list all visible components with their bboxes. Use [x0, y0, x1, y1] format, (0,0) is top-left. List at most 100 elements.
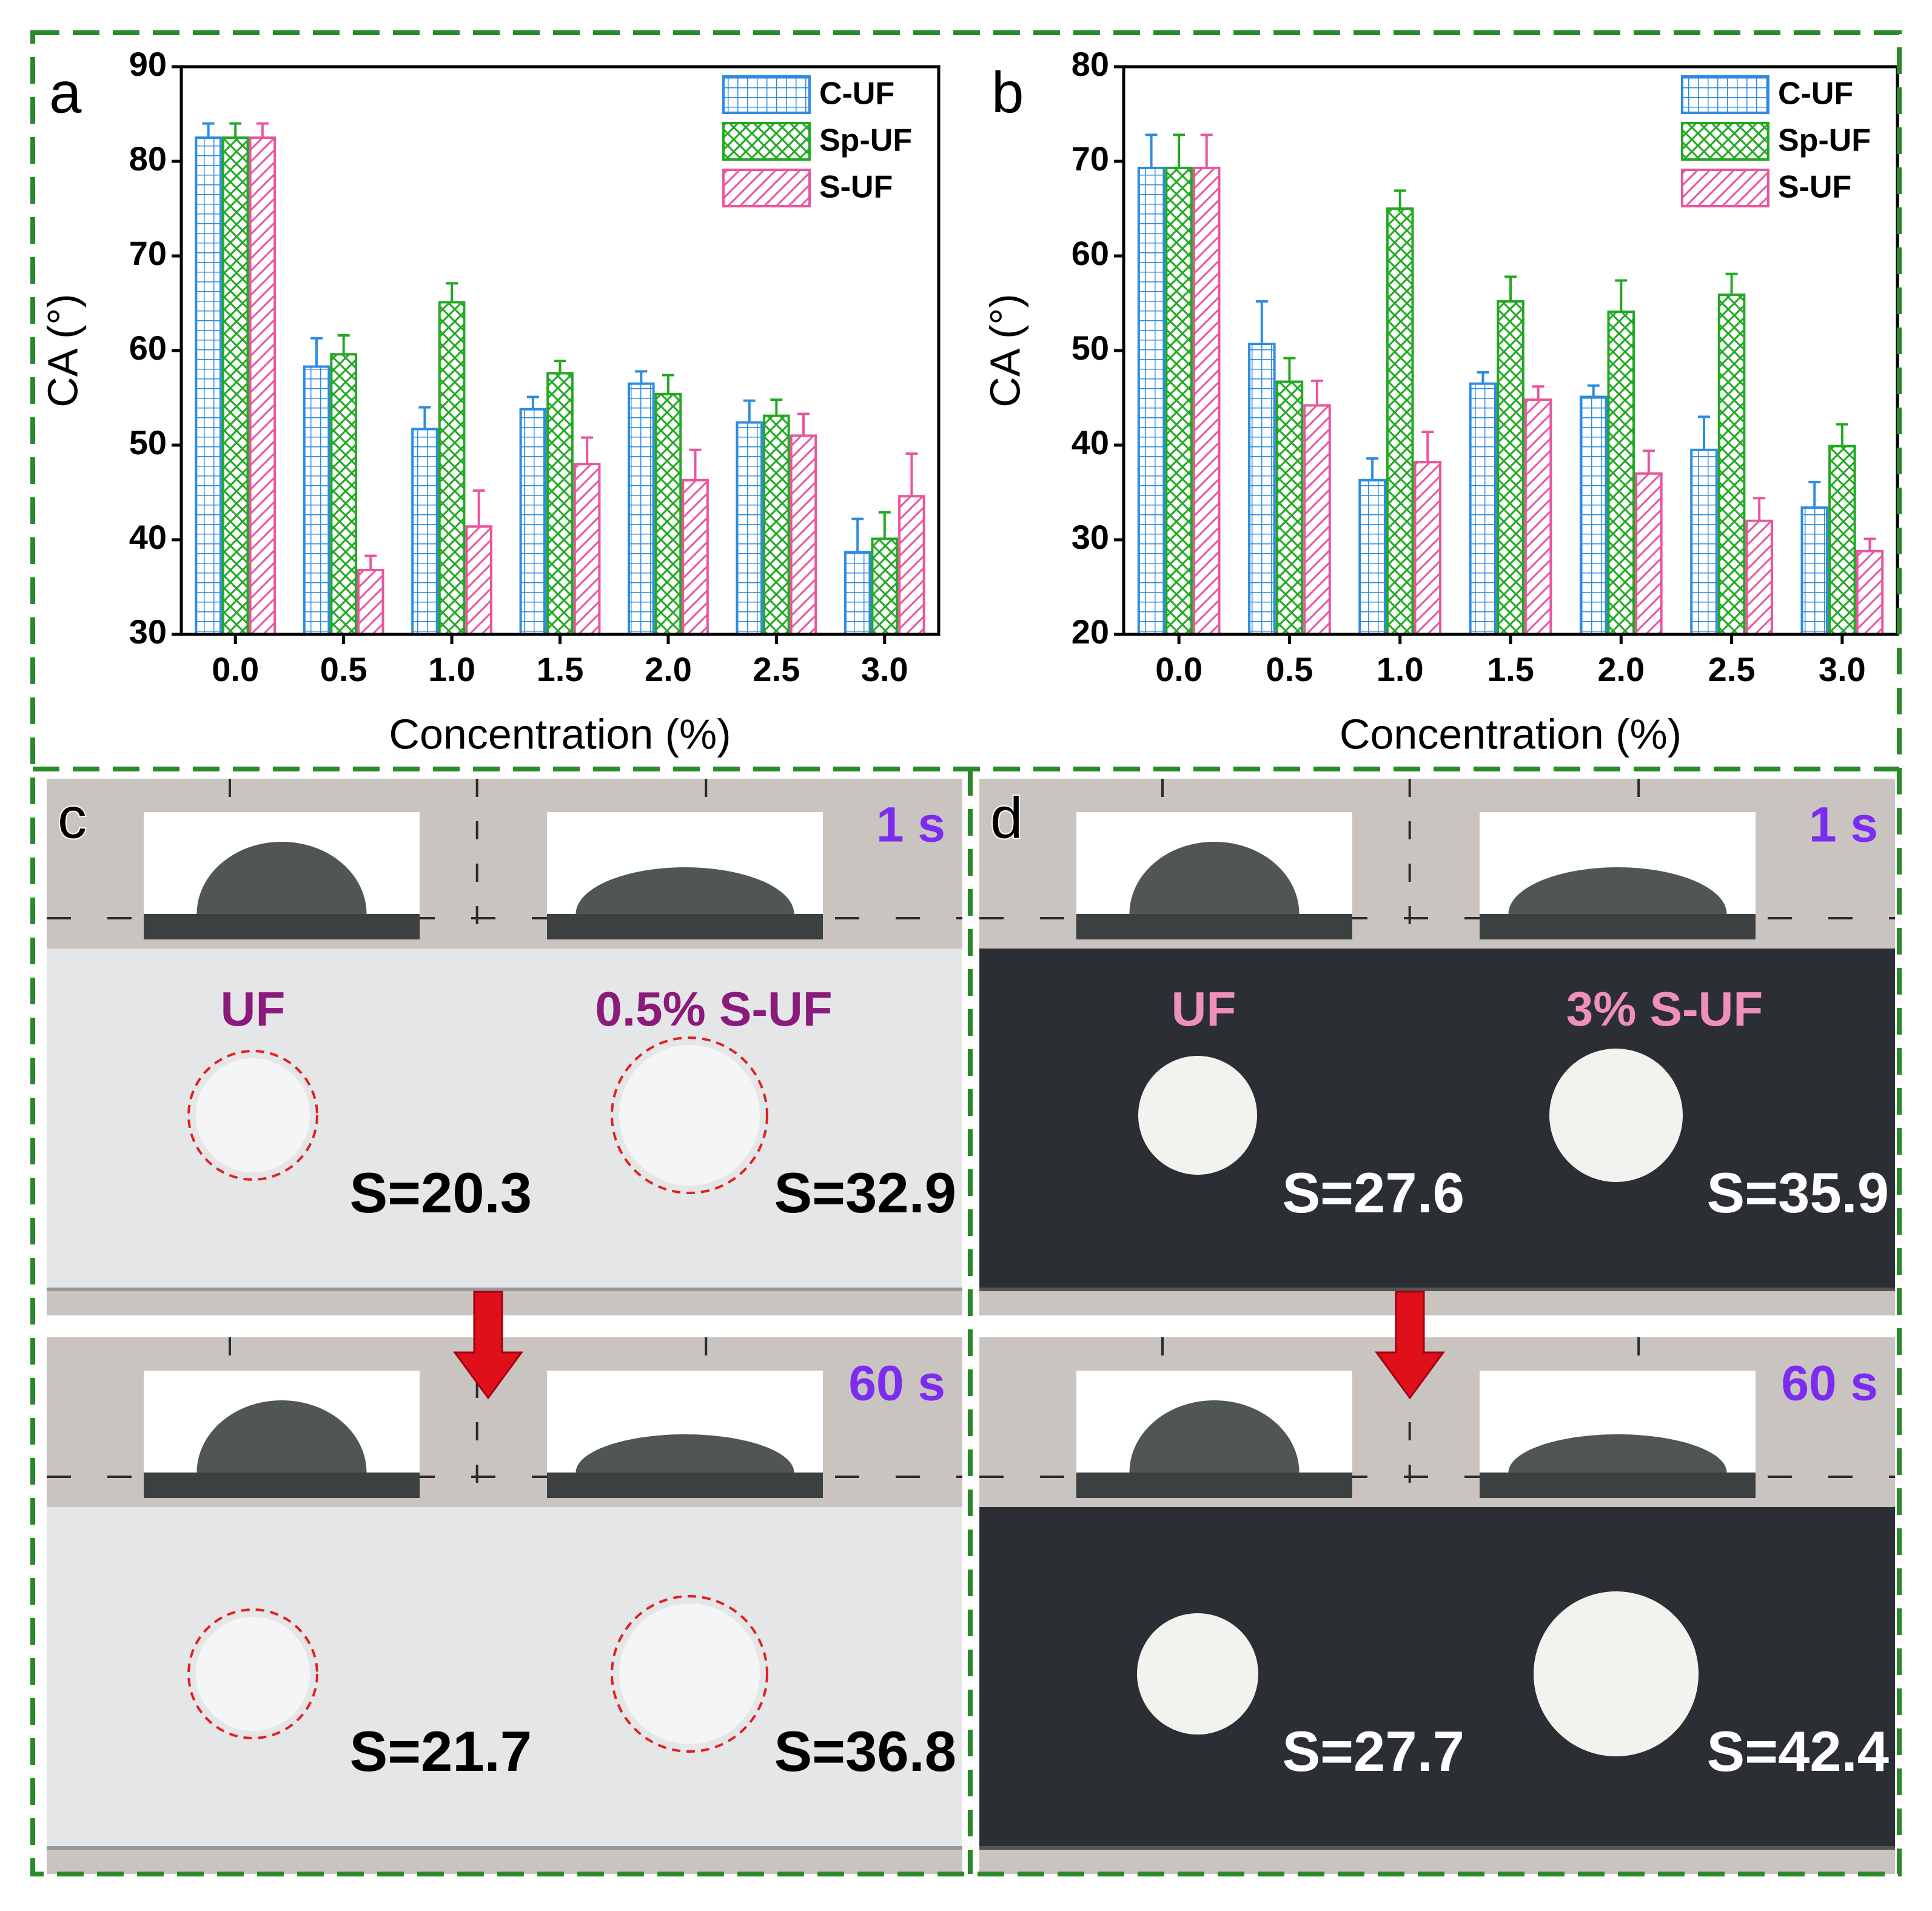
error-bar	[581, 436, 594, 465]
area-label: S=35.9	[1706, 1161, 1889, 1224]
bar	[573, 463, 601, 636]
inset-substrate	[547, 914, 823, 939]
bar	[465, 525, 492, 636]
bar	[628, 382, 655, 636]
inset-drop	[196, 842, 367, 914]
error-bar	[310, 337, 323, 367]
error-bar	[1366, 457, 1379, 480]
bar	[1717, 293, 1746, 636]
error-bar	[202, 122, 215, 138]
bar	[654, 392, 682, 636]
y-tick-label: 30	[1072, 518, 1109, 556]
y-tick-label: 50	[1072, 329, 1109, 367]
water-drop	[1534, 1591, 1699, 1756]
error-bar	[635, 370, 648, 384]
legend-label: Sp-UF	[1778, 123, 1871, 158]
inset-substrate	[144, 914, 420, 939]
drop-outline	[611, 1595, 768, 1753]
inset-substrate	[1480, 914, 1756, 939]
legend-swatch	[1681, 169, 1769, 207]
chart-panels: a 30 40 50 60 70 80 90 CA (°) Concentration (%) 0.…	[39, 30, 1928, 757]
error-bar	[1311, 379, 1323, 406]
x-tick-label: 0.5	[1266, 650, 1313, 688]
bar	[682, 479, 709, 636]
error-bar	[1836, 423, 1848, 446]
panel-letter: b	[991, 60, 1024, 125]
legend-label: S-UF	[1778, 170, 1851, 205]
error-bar	[1698, 415, 1710, 450]
bar	[1856, 549, 1884, 636]
y-tick-label: 50	[129, 423, 167, 462]
error-bar	[743, 399, 756, 423]
error-bar	[1283, 357, 1296, 382]
bar	[303, 365, 330, 636]
bar	[519, 408, 547, 636]
x-tick-label: 1.0	[1377, 650, 1424, 688]
sample-name: UF	[1172, 982, 1236, 1036]
time-label: 60 s	[1781, 1356, 1878, 1411]
bar	[1524, 398, 1552, 636]
y-axis-title: CA (°)	[981, 294, 1028, 407]
error-bar	[337, 334, 350, 355]
drop-outline	[187, 1050, 318, 1181]
y-tick-label: 40	[1072, 423, 1109, 462]
inset-drop	[575, 867, 794, 914]
area-label: S=32.9	[774, 1161, 956, 1224]
x-axis-title: Concentration (%)	[389, 710, 731, 757]
error-bar	[526, 395, 539, 409]
y-axis-title: CA (°)	[39, 294, 86, 407]
y-tick-label: 80	[129, 139, 167, 178]
x-tick-label: 2.0	[645, 650, 692, 688]
inset-substrate	[144, 1473, 420, 1498]
error-bar	[1725, 272, 1738, 295]
error-bar	[418, 406, 431, 429]
bar	[763, 414, 790, 636]
y-tick-label: 30	[129, 613, 167, 651]
water-drop	[1549, 1049, 1683, 1182]
y-tick-label: 90	[129, 45, 167, 83]
panel-letter: c	[58, 785, 87, 850]
x-tick-label: 0.0	[212, 650, 259, 688]
error-bar	[1753, 497, 1766, 521]
error-bar	[446, 282, 458, 303]
error-bar	[1808, 480, 1821, 508]
inset-drop	[1129, 1400, 1300, 1473]
drop-outline	[187, 1608, 318, 1739]
inset-drop	[196, 1400, 367, 1473]
legend-label: C-UF	[1778, 76, 1853, 112]
error-bar	[364, 554, 377, 570]
bar	[1469, 382, 1497, 636]
water-drop	[196, 1058, 310, 1172]
legend-swatch	[722, 122, 811, 161]
bar	[195, 136, 222, 636]
bar	[1165, 166, 1193, 636]
bar	[844, 551, 871, 636]
area-label: S=36.8	[774, 1719, 956, 1783]
bar	[1828, 445, 1856, 636]
error-bar	[1642, 449, 1655, 474]
error-bar	[554, 360, 566, 374]
inset-drop	[575, 1434, 794, 1473]
legend-label: Sp-UF	[819, 123, 912, 158]
inset-drop	[1508, 867, 1727, 914]
bar	[330, 353, 357, 636]
bar	[790, 434, 817, 636]
inset-drop	[1129, 842, 1300, 914]
area-label: S=27.7	[1282, 1719, 1464, 1783]
error-bar	[1255, 300, 1268, 344]
figure-border	[30, 30, 1902, 1876]
bar	[1800, 506, 1829, 636]
sample-name: 3% S-UF	[1566, 982, 1763, 1036]
panel-letter: a	[49, 60, 82, 125]
error-bar	[229, 122, 242, 138]
error-bar	[1615, 279, 1628, 312]
arrow	[453, 1291, 523, 1400]
legend-swatch	[1681, 75, 1769, 114]
inset-substrate	[1076, 1473, 1352, 1498]
error-bar	[1145, 133, 1158, 168]
bar	[1137, 166, 1166, 636]
x-tick-label: 1.0	[428, 650, 475, 688]
bar	[1275, 380, 1304, 636]
inset-substrate	[547, 1473, 823, 1498]
